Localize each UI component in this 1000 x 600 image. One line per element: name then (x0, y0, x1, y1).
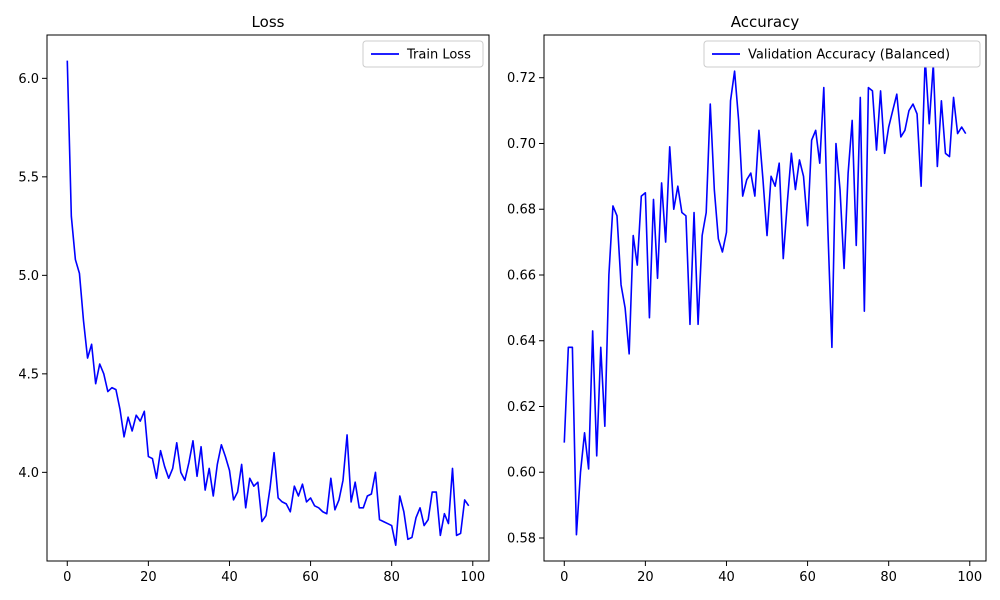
x-tick-label: 0 (560, 570, 568, 585)
y-tick-label: 0.62 (507, 400, 536, 415)
x-tick-label: 20 (637, 570, 654, 585)
x-tick-label: 80 (383, 570, 400, 585)
legend-box (362, 40, 484, 68)
x-tick-label: 0 (63, 570, 71, 585)
y-tick-label: 6.0 (18, 72, 39, 87)
x-tick-label: 40 (221, 570, 238, 585)
y-tick-label: 4.5 (18, 367, 39, 382)
y-tick-label: 5.5 (18, 170, 39, 185)
chart-panel-1: Loss 0 20 40 60 80 100 4.0 4.5 5.0 5.5 6.0 Train Los… (18, 13, 490, 585)
chart-title: Accuracy (731, 13, 800, 31)
legend: Train Loss (362, 40, 484, 68)
y-tick-label: 0.60 (507, 466, 536, 481)
x-tick-label: 80 (880, 570, 897, 585)
x-tick-label: 100 (957, 570, 982, 585)
legend-label: Train Loss (406, 48, 471, 63)
legend-box (703, 40, 981, 68)
x-tick-label: 40 (718, 570, 735, 585)
y-tick-label: 0.70 (507, 137, 536, 152)
x-tick-label: 20 (140, 570, 157, 585)
x-tick-label: 60 (302, 570, 319, 585)
y-tick-label: 0.66 (507, 268, 536, 283)
y-tick-label: 4.0 (18, 466, 39, 481)
y-tick-label: 0.64 (507, 334, 536, 349)
legend-label: Validation Accuracy (Balanced) (748, 48, 950, 63)
x-tick-label: 100 (460, 570, 485, 585)
series-line-1 (66, 60, 470, 547)
y-tick-label: 0.58 (507, 531, 536, 546)
chart-panel-2: Accuracy 0 20 40 60 80 100 0.58 0.60 0.62 0.64 0.66… (507, 13, 987, 585)
series-line-1 (563, 57, 967, 536)
y-tick-label: 0.68 (507, 203, 536, 218)
chart-title: Loss (252, 13, 285, 31)
axes-frame (46, 34, 490, 562)
x-tick-label: 60 (799, 570, 816, 585)
axes-frame (543, 34, 987, 562)
y-tick-label: 5.0 (18, 269, 39, 284)
legend: Validation Accuracy (Balanced) (703, 40, 981, 68)
y-tick-label: 0.72 (507, 71, 536, 86)
